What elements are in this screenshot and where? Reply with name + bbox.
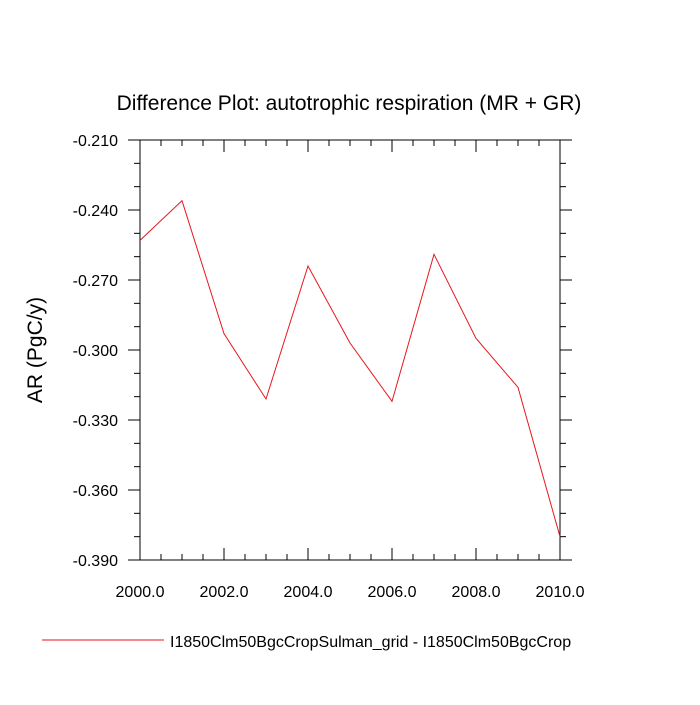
y-tick-label: -0.210 [73,133,118,150]
series-lines [139,199,561,537]
series-line-0 [139,199,561,537]
x-axis-tick-labels: 2000.0 2002.0 2004.0 2006.0 2008.0 2010.0 [116,584,585,601]
y-tick-label: -0.390 [73,553,118,570]
x-tick-label: 2010.0 [536,584,585,601]
x-tick-label: 2008.0 [452,584,501,601]
legend-label: I1850Clm50BgcCropSulman_grid - I1850Clm5… [170,634,571,651]
x-tick-label: 2000.0 [116,584,165,601]
y-tick-label: -0.360 [73,483,118,500]
y-tick-label: -0.270 [73,273,118,290]
y-tick-label: -0.300 [73,343,118,360]
y-tick-label: -0.330 [73,413,118,430]
x-axis-ticks [139,140,561,560]
y-axis-ticks [128,139,572,561]
legend: I1850Clm50BgcCropSulman_grid - I1850Clm5… [42,634,571,651]
x-tick-label: 2006.0 [368,584,417,601]
x-tick-label: 2004.0 [284,584,333,601]
y-tick-label: -0.240 [73,203,118,220]
x-tick-label: 2002.0 [200,584,249,601]
chart-title: Difference Plot: autotrophic respiration… [117,92,582,115]
y-axis-label: AR (PgC/y) [24,297,47,403]
plot-frame [139,139,561,561]
plot-border [139,139,561,561]
y-axis-tick-labels: -0.210 -0.240 -0.270 -0.300 -0.330 -0.360 -0.3… [73,133,118,570]
